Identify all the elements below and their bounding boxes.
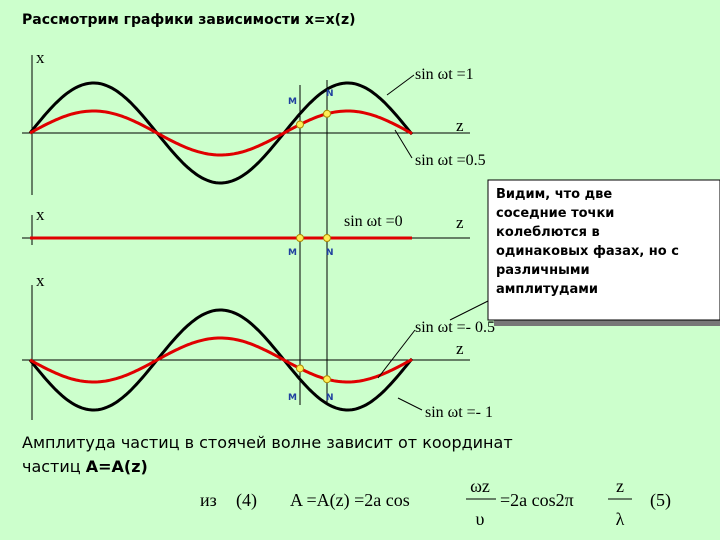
wave [29, 109, 413, 157]
point [323, 109, 331, 118]
point-label: N [326, 248, 334, 258]
callout-line: соседние точки [496, 206, 614, 221]
conclusion-bold: A=A(z) [86, 457, 148, 476]
point-label: N [326, 393, 334, 403]
wave [28, 308, 414, 412]
formula: из (4) A =A(z) =2a cos ωz υ =2a cos2π z … [200, 476, 671, 529]
callout-text: Видим, что две соседние точки колеблются… [496, 187, 679, 297]
phase-label: sin ωt =1 [415, 66, 474, 83]
conclusion: Амплитуда частиц в стоячей волне зависит… [22, 433, 513, 452]
x-label: x [36, 48, 45, 67]
formula-text: ωz [470, 476, 490, 496]
z-label: z [456, 116, 464, 135]
point [296, 364, 304, 373]
title: Рассмотрим графики зависимости x=x(z) [22, 12, 356, 28]
callout-line: колеблются в [496, 225, 600, 240]
phase-label: sin ωt =0.5 [415, 152, 486, 169]
point [296, 120, 304, 129]
phase-label: sin ωt =- 0.5 [415, 319, 495, 336]
formula-text: из [200, 490, 217, 510]
z-label: z [456, 213, 464, 232]
formula-text: υ [476, 509, 485, 529]
z-label: z [456, 339, 464, 358]
conclusion-text: частиц [22, 457, 86, 476]
phase-label: sin ωt =0 [344, 213, 403, 230]
point [296, 234, 304, 242]
point [323, 375, 331, 384]
callout-line: одинаковых фазах, но с [496, 244, 679, 259]
formula-text: (4) [236, 490, 257, 511]
formula-text: λ [616, 509, 625, 529]
x-label: x [36, 271, 45, 290]
x-label: x [36, 205, 45, 224]
point-label: M [288, 393, 297, 403]
point-label: M [288, 248, 297, 258]
callout-line: амплитудами [496, 282, 598, 297]
point-label: N [326, 89, 334, 99]
wave [29, 336, 413, 384]
callout-line: Видим, что две [496, 187, 612, 202]
formula-text: A =A(z) =2a cos [290, 490, 410, 511]
arrows [377, 74, 491, 411]
phase-labels: sin ωt =1 sin ωt =0.5 sin ωt =0 sin ωt =… [344, 66, 495, 421]
point [323, 234, 331, 242]
formula-text: =2a cos2π [500, 490, 574, 510]
waves [28, 81, 414, 412]
phase-label: sin ωt =- 1 [425, 404, 493, 421]
formula-text: (5) [650, 490, 671, 511]
formula-text: z [616, 476, 624, 496]
wave [28, 81, 414, 185]
callout-line: различными [496, 263, 590, 278]
axis-labels: x z x z x z [36, 48, 464, 358]
callout [487, 179, 720, 321]
conclusion: частиц A=A(z) [22, 457, 148, 476]
point-label: M [288, 97, 297, 107]
